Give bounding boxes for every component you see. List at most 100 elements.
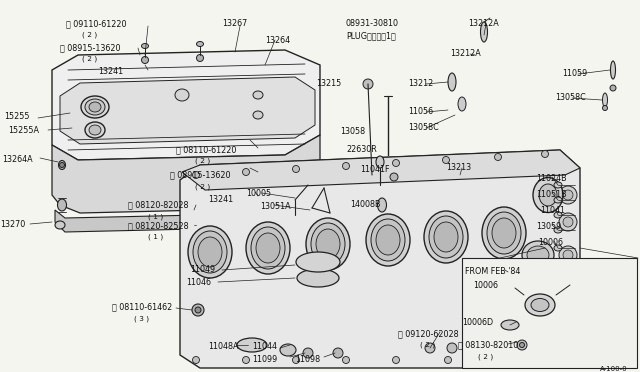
Ellipse shape (188, 226, 232, 278)
Circle shape (602, 106, 607, 110)
Text: 11099: 11099 (252, 355, 277, 364)
Text: ( 1 ): ( 1 ) (148, 234, 163, 241)
Text: 11051B: 11051B (536, 190, 566, 199)
Text: 22630R: 22630R (346, 145, 377, 154)
Ellipse shape (559, 246, 577, 264)
Text: 13058C: 13058C (555, 93, 586, 102)
Circle shape (517, 340, 527, 350)
Ellipse shape (533, 177, 563, 212)
Circle shape (541, 151, 548, 157)
Ellipse shape (554, 227, 562, 233)
Circle shape (333, 348, 343, 358)
Ellipse shape (429, 216, 463, 258)
Text: A-100-0: A-100-0 (600, 366, 628, 372)
Text: Ⓑ 08110-61462: Ⓑ 08110-61462 (112, 302, 172, 311)
Circle shape (363, 79, 373, 89)
Ellipse shape (559, 213, 577, 231)
Ellipse shape (193, 231, 227, 273)
Circle shape (425, 343, 435, 353)
Circle shape (442, 157, 449, 164)
Ellipse shape (89, 125, 101, 135)
Circle shape (447, 343, 457, 353)
Ellipse shape (85, 99, 105, 115)
Ellipse shape (527, 246, 549, 264)
Ellipse shape (554, 182, 562, 188)
Polygon shape (60, 77, 315, 144)
Ellipse shape (85, 122, 105, 138)
Circle shape (497, 355, 504, 362)
Ellipse shape (602, 93, 607, 107)
Circle shape (520, 343, 525, 347)
Circle shape (292, 356, 300, 363)
Text: 10005: 10005 (246, 189, 271, 198)
Text: Ⓑ 09120-62028: Ⓑ 09120-62028 (398, 329, 459, 338)
Text: ( 2 ): ( 2 ) (420, 342, 435, 349)
Text: 15255: 15255 (4, 112, 29, 121)
Ellipse shape (559, 306, 577, 324)
Circle shape (610, 85, 616, 91)
Ellipse shape (196, 42, 204, 46)
Text: 13215: 13215 (316, 79, 341, 88)
Text: ( 1 ): ( 1 ) (148, 213, 163, 219)
Text: 13058C: 13058C (408, 123, 439, 132)
Ellipse shape (237, 338, 267, 352)
Text: 11048A: 11048A (208, 342, 239, 351)
Text: ( 2 ): ( 2 ) (82, 55, 97, 61)
Text: 10006: 10006 (538, 238, 563, 247)
Circle shape (292, 166, 300, 173)
Text: 11024B: 11024B (536, 174, 566, 183)
Text: 13267: 13267 (222, 19, 247, 28)
Text: 13213: 13213 (446, 163, 471, 172)
Text: 13051A: 13051A (260, 202, 291, 211)
Circle shape (390, 173, 398, 181)
Text: Ⓑ 08120-82028: Ⓑ 08120-82028 (128, 200, 189, 209)
Ellipse shape (559, 279, 577, 297)
Text: 13264A: 13264A (2, 155, 33, 164)
Text: Ⓑ 09110-61220: Ⓑ 09110-61220 (66, 19, 127, 28)
Ellipse shape (89, 102, 101, 112)
Text: 11098: 11098 (295, 355, 320, 364)
Ellipse shape (522, 241, 554, 269)
Ellipse shape (554, 245, 562, 251)
Circle shape (193, 171, 200, 179)
Ellipse shape (253, 111, 263, 119)
Ellipse shape (554, 197, 562, 203)
Ellipse shape (554, 212, 562, 218)
Ellipse shape (256, 233, 280, 263)
Circle shape (545, 353, 552, 359)
Circle shape (342, 163, 349, 170)
Ellipse shape (434, 222, 458, 252)
Text: Ⓑ 08120-82528: Ⓑ 08120-82528 (128, 221, 189, 230)
Circle shape (195, 307, 201, 313)
Text: 14008B: 14008B (350, 200, 381, 209)
Ellipse shape (531, 298, 549, 311)
Text: 10006: 10006 (473, 281, 498, 290)
Polygon shape (180, 150, 580, 368)
Circle shape (342, 356, 349, 363)
Ellipse shape (253, 91, 263, 99)
Text: FROM FEB '84: FROM FEB '84 (465, 267, 520, 276)
Ellipse shape (448, 73, 456, 91)
Text: 08931-30810: 08931-30810 (346, 19, 399, 28)
Text: 15255A: 15255A (8, 126, 39, 135)
Circle shape (193, 356, 200, 363)
Ellipse shape (563, 310, 573, 320)
Text: 13212: 13212 (408, 79, 433, 88)
Ellipse shape (366, 214, 410, 266)
Polygon shape (55, 203, 318, 232)
Ellipse shape (559, 186, 577, 204)
Text: Ⓦ 08915-13620: Ⓦ 08915-13620 (170, 170, 230, 179)
Text: ( 2 ): ( 2 ) (82, 31, 97, 38)
Text: Ⓑ 08110-61220: Ⓑ 08110-61220 (176, 145, 236, 154)
Polygon shape (182, 150, 580, 190)
Ellipse shape (424, 211, 468, 263)
Circle shape (141, 57, 148, 64)
Text: 11046: 11046 (186, 278, 211, 287)
Ellipse shape (316, 229, 340, 259)
Text: 10006D: 10006D (462, 318, 493, 327)
Ellipse shape (311, 223, 345, 265)
Circle shape (243, 169, 250, 176)
Circle shape (192, 304, 204, 316)
Ellipse shape (55, 221, 65, 229)
Ellipse shape (246, 222, 290, 274)
